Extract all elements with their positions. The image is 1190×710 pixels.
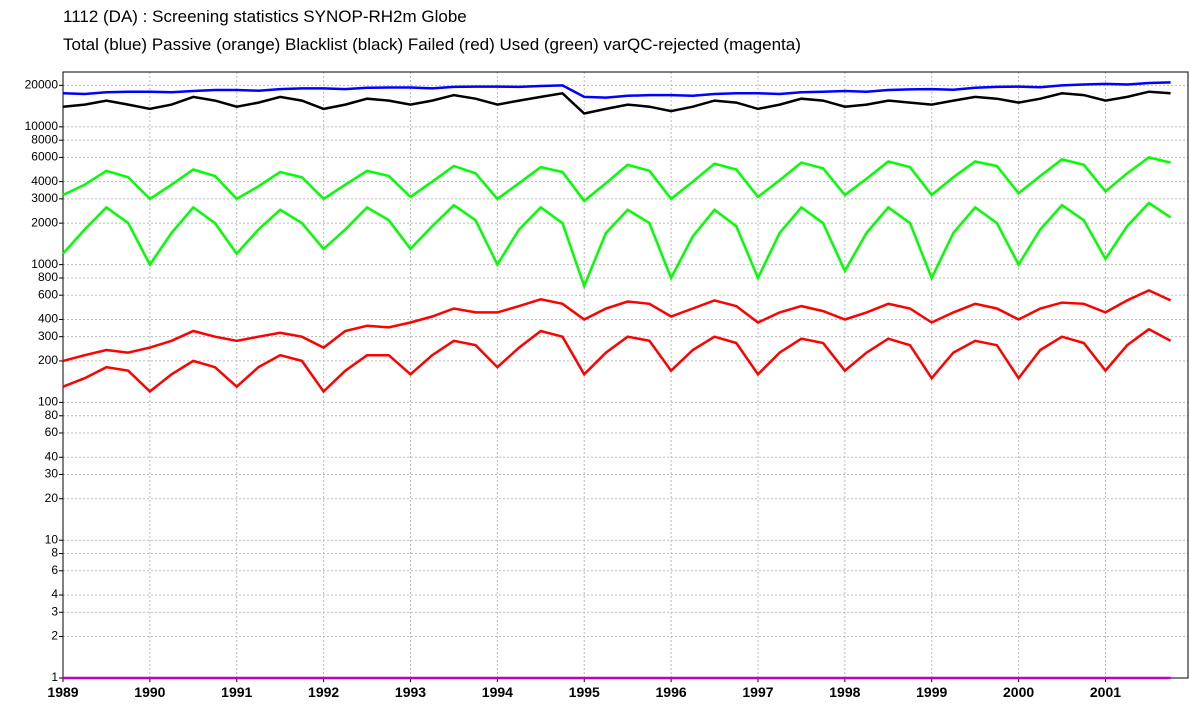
x-tick-label: 1989 [47,684,78,700]
x-tick-label: 2001 [1090,684,1121,700]
series-line [62,327,1172,394]
x-tick-label: 2000 [1003,684,1034,700]
y-tick-label: 600 [38,287,58,301]
y-tick-label: 1000 [31,257,58,271]
y-tick-label: 20 [45,491,59,505]
y-tick-label: 2 [51,629,58,643]
y-tick-label: 1 [51,670,58,684]
x-tick-label: 1990 [134,684,165,700]
y-tick-label: 10 [45,532,59,546]
x-tick-label: 1993 [395,684,426,700]
x-tick-label: 1995 [569,684,600,700]
series-line [62,90,1171,115]
y-tick-label: 3000 [31,191,58,205]
y-tick-label: 40 [45,449,59,463]
y-tick-label: 30 [45,467,59,481]
x-tick-label: 1994 [482,684,513,700]
chart-subtitle: Total (blue) Passive (orange) Blacklist … [63,35,801,54]
y-tick-label: 4000 [31,174,58,188]
y-tick-label: 10000 [25,119,59,133]
y-tick-label: 60 [45,425,59,439]
y-tick-label: 20000 [25,78,59,92]
series-line [62,81,1171,99]
y-tick-label: 8 [51,546,58,560]
series-line [62,156,1171,203]
y-tick-label: 2000 [31,215,58,229]
chart-title: 1112 (DA) : Screening statistics SYNOP-R… [63,7,467,26]
x-tick-label: 1991 [221,684,252,700]
y-tick-label: 200 [38,353,58,367]
x-tick-label: 1992 [308,684,339,700]
y-tick-label: 400 [38,312,58,326]
y-tick-label: 6 [51,563,58,577]
y-tick-label: 100 [38,395,58,409]
series-line [62,289,1172,363]
plot-frame [62,71,1189,679]
y-tick-label: 300 [38,329,58,343]
y-tick-label: 3 [51,604,58,618]
series-line [62,201,1172,290]
y-tick-label: 8000 [31,132,58,146]
y-tick-label: 6000 [31,150,58,164]
x-tick-label: 1998 [829,684,860,700]
y-tick-label: 4 [51,587,58,601]
y-tick-label: 80 [45,408,59,422]
y-tick-label: 800 [38,270,58,284]
x-tick-label: 1996 [656,684,687,700]
x-tick-label: 1999 [916,684,947,700]
x-tick-label: 1997 [742,684,773,700]
